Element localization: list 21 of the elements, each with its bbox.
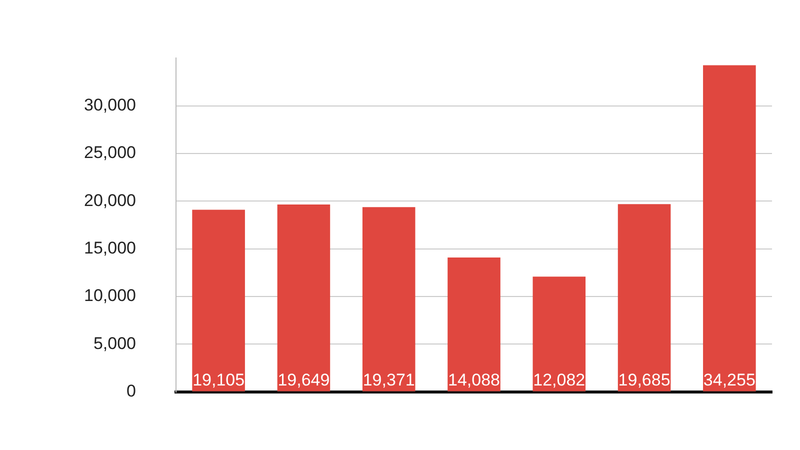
y-tick-label: 0 xyxy=(126,381,136,400)
y-tick-label: 10,000 xyxy=(84,286,136,306)
data-label: 19,105 xyxy=(192,370,245,390)
data-label: 14,088 xyxy=(448,370,500,390)
data-label: 19,685 xyxy=(618,370,670,390)
y-tick-label: 5,000 xyxy=(93,334,136,353)
data-label: 19,371 xyxy=(362,370,415,390)
data-label: 34,255 xyxy=(703,370,756,390)
y-tick-label: 20,000 xyxy=(84,190,136,210)
bar xyxy=(618,204,671,392)
bar xyxy=(532,276,586,392)
data-label: 12,082 xyxy=(533,370,586,390)
y-tick-label: 15,000 xyxy=(84,238,136,258)
y-tick-label: 30,000 xyxy=(84,96,136,115)
bar xyxy=(362,207,416,392)
bar xyxy=(192,210,245,392)
bar xyxy=(448,258,500,392)
y-tick-label: 25,000 xyxy=(84,143,136,162)
data-label: 19,649 xyxy=(278,370,330,390)
bar xyxy=(277,204,330,392)
bar xyxy=(703,65,756,392)
